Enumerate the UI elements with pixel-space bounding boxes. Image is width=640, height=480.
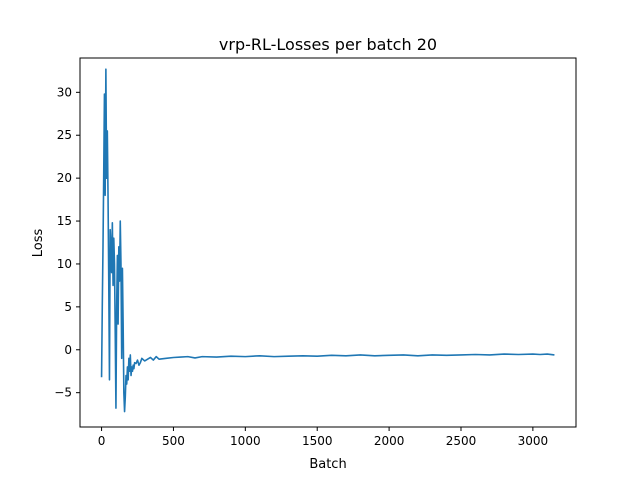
axes-frame bbox=[79, 57, 577, 428]
x-axis-label: Batch bbox=[309, 457, 346, 472]
y-tick-label: 15 bbox=[57, 214, 72, 228]
y-tick-label: 5 bbox=[64, 300, 72, 314]
x-tick-label: 0 bbox=[98, 434, 106, 448]
y-tick-label: 0 bbox=[64, 343, 72, 357]
x-tick-label: 1500 bbox=[302, 434, 333, 448]
x-tick-label: 3000 bbox=[518, 434, 549, 448]
y-tick-label: −5 bbox=[54, 386, 72, 400]
x-tick-label: 1000 bbox=[230, 434, 261, 448]
y-tick-label: 25 bbox=[57, 128, 72, 142]
x-tick-label: 500 bbox=[162, 434, 185, 448]
chart-title: vrp-RL-Losses per batch 20 bbox=[219, 35, 437, 54]
y-tick-label: 30 bbox=[57, 85, 72, 99]
x-tick-label: 2500 bbox=[446, 434, 477, 448]
x-tick-label: 2000 bbox=[374, 434, 405, 448]
y-axis-label: Loss bbox=[31, 229, 46, 258]
y-axis-ticks: −5 0 5 10 15 20 25 30 bbox=[54, 85, 80, 400]
y-tick-label: 10 bbox=[57, 257, 72, 271]
y-tick-label: 20 bbox=[57, 171, 72, 185]
loss-series-line bbox=[100, 68, 555, 413]
x-axis-ticks: 0 500 1000 1500 2000 2500 3000 bbox=[98, 427, 548, 448]
plot-area bbox=[100, 68, 555, 413]
